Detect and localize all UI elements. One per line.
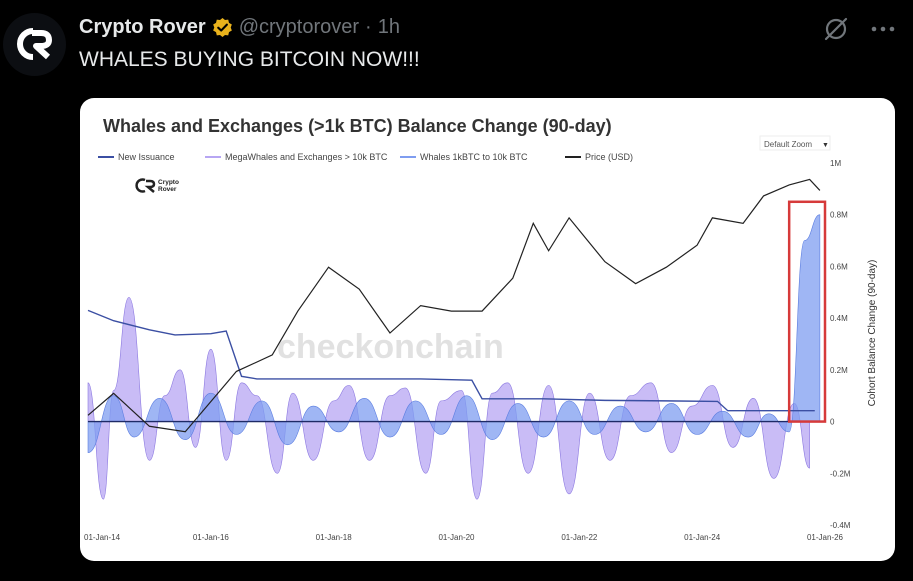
legend-item-0[interactable]: New Issuance bbox=[118, 152, 175, 162]
logo-text-2: Rover bbox=[158, 186, 177, 193]
avatar[interactable] bbox=[3, 13, 66, 76]
highlight-box bbox=[787, 200, 827, 423]
watermark: checkonchain bbox=[277, 328, 504, 366]
series-whales-area bbox=[87, 214, 821, 453]
display-name[interactable]: Crypto Rover bbox=[79, 15, 206, 38]
legend-item-2[interactable]: Whales 1kBTC to 10k BTC bbox=[420, 152, 528, 162]
handle[interactable]: @cryptorover bbox=[238, 15, 360, 38]
tweet-text: WHALES BUYING BITCOIN NOW!!! bbox=[79, 48, 420, 71]
more-icon[interactable] bbox=[871, 25, 895, 33]
x-tick-label-5: 01-Jan-24 bbox=[684, 533, 721, 542]
x-tick-label-2: 01-Jan-18 bbox=[316, 533, 353, 542]
chart-logo: Crypto Rover bbox=[135, 178, 179, 193]
tweet-actions bbox=[823, 16, 895, 42]
y-tick-label-3: 0.4M bbox=[830, 314, 848, 323]
y-tick-label-4: 0.2M bbox=[830, 366, 848, 375]
grok-icon[interactable] bbox=[823, 16, 849, 42]
y-axis-label: Cohort Balance Change (90-day) bbox=[867, 260, 878, 407]
chart: Whales and Exchanges (>1k BTC) Balance C… bbox=[84, 116, 878, 542]
separator-dot: · bbox=[365, 15, 372, 38]
legend-item-1[interactable]: MegaWhales and Exchanges > 10k BTC bbox=[225, 152, 388, 162]
x-tick-label-3: 01-Jan-20 bbox=[438, 533, 475, 542]
tweet-image[interactable]: Whales and Exchanges (>1k BTC) Balance C… bbox=[80, 98, 895, 561]
chart-title: Whales and Exchanges (>1k BTC) Balance C… bbox=[103, 116, 612, 136]
y-tick-label-6: -0.2M bbox=[830, 469, 851, 478]
y-tick-label-7: -0.4M bbox=[830, 521, 851, 530]
crypto-rover-logo-icon bbox=[17, 28, 52, 60]
y-tick-label-2: 0.6M bbox=[830, 262, 848, 271]
tweet-header: Crypto Rover @cryptorover · 1h bbox=[79, 14, 400, 40]
series-megawhales-area bbox=[87, 297, 810, 500]
x-tick-label-6: 01-Jan-26 bbox=[807, 533, 844, 542]
x-tick-label-4: 01-Jan-22 bbox=[561, 533, 598, 542]
verified-badge-icon[interactable] bbox=[212, 17, 233, 38]
logo-text-1: Crypto bbox=[158, 179, 179, 186]
zoom-label: Default Zoom bbox=[764, 140, 812, 149]
legend-item-3[interactable]: Price (USD) bbox=[585, 152, 633, 162]
y-tick-label-1: 0.8M bbox=[830, 211, 848, 220]
x-tick-label-0: 01-Jan-14 bbox=[84, 533, 121, 542]
chevron-down-icon: ▼ bbox=[822, 142, 829, 149]
timestamp[interactable]: 1h bbox=[377, 15, 400, 38]
series-price-line bbox=[87, 178, 821, 433]
y-tick-label-5: 0 bbox=[830, 418, 835, 427]
series-new-issuance-line bbox=[87, 309, 815, 412]
zoom-select[interactable] bbox=[759, 135, 831, 151]
y-tick-label-0: 1M bbox=[830, 159, 841, 168]
x-tick-label-1: 01-Jan-16 bbox=[193, 533, 230, 542]
